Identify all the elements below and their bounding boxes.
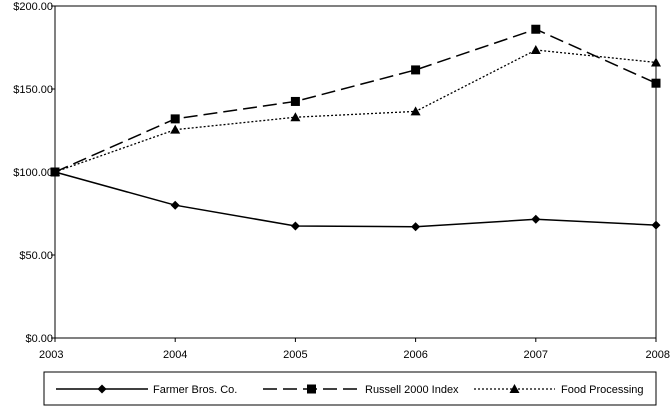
data-point-marker [411,222,421,232]
legend-box [43,371,657,406]
x-tick-label: 2003 [39,349,63,361]
data-point-marker [290,96,300,106]
legend-items: Farmer Bros. Co. Russell 2000 Index Food P… [56,384,644,396]
series-1 [50,24,661,177]
x-tick-label: 2007 [524,349,548,361]
legend-item-2: Food Processing [474,384,644,396]
x-tick-label: 2006 [403,349,427,361]
data-point-marker [530,44,541,54]
y-tick-label: $200.00 [13,1,53,13]
series-line [54,28,657,173]
data-point-marker [531,24,541,34]
series-2 [50,44,661,176]
legend-label: Russell 2000 Index [365,384,459,396]
legend-item-0: Farmer Bros. Co. [56,384,237,396]
data-point-marker [651,220,661,230]
series-line [54,171,657,228]
data-point-marker [170,200,180,210]
legend-marker [509,384,520,393]
series-layer [50,24,661,232]
legend-marker [307,384,316,394]
legend: Farmer Bros. Co. Russell 2000 Index Food P… [43,371,657,406]
series-line [54,49,657,173]
data-point-marker [170,124,181,134]
y-axis-ticks: $0.00 $50.00 $100.00 $150.00 $200.00 [13,1,55,345]
legend-item-1: Russell 2000 Index [263,384,459,396]
series-0 [50,167,661,232]
legend-marker [97,384,107,394]
data-point-marker [531,214,541,224]
data-point-marker [411,65,421,75]
data-point-marker [170,114,180,124]
x-tick-label: 2004 [163,349,187,361]
data-point-marker [50,167,60,176]
y-tick-label: $0.00 [25,333,53,345]
y-tick-label: $50.00 [19,250,53,262]
data-point-marker [290,112,301,122]
x-tick-label: 2008 [646,349,670,361]
x-axis-ticks: 2003 2004 2005 2006 2007 2008 [39,338,670,361]
data-point-marker [290,221,300,231]
data-point-marker [651,78,661,88]
data-point-marker [410,106,421,116]
legend-label: Food Processing [561,384,644,396]
x-tick-label: 2005 [283,349,307,361]
y-tick-label: $150.00 [13,84,53,96]
data-point-marker [651,57,661,67]
plot-frame [54,5,657,339]
legend-label: Farmer Bros. Co. [153,384,237,396]
y-tick-label: $100.00 [13,167,53,179]
